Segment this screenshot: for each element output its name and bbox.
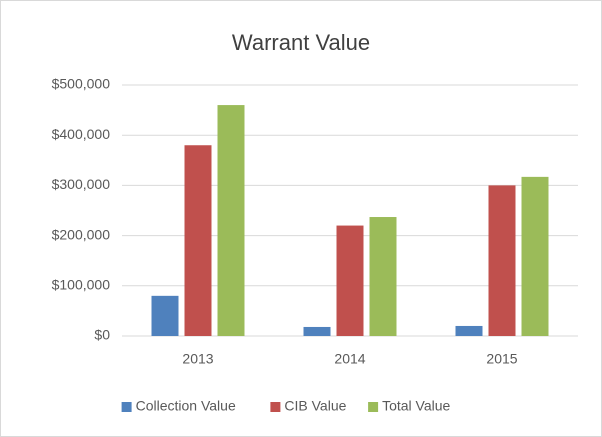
bar — [303, 326, 331, 336]
bar — [217, 105, 245, 336]
y-tick-label: $300,000 — [52, 176, 111, 192]
legend-swatch — [368, 402, 379, 412]
bar — [455, 325, 483, 336]
legend-swatch — [270, 402, 281, 412]
y-tick-label: $100,000 — [52, 277, 111, 293]
bar — [336, 225, 364, 336]
y-tick-label: $200,000 — [52, 226, 111, 242]
legend-label: CIB Value — [284, 398, 346, 414]
chart-title: Warrant Value — [232, 30, 370, 55]
legend-label: Total Value — [382, 398, 450, 414]
legend-swatch — [121, 402, 132, 412]
y-tick-label: $400,000 — [52, 126, 111, 142]
y-tick-label: $0 — [94, 327, 110, 343]
bar — [369, 217, 397, 336]
bar — [151, 295, 179, 336]
legend-label: Collection Value — [136, 398, 236, 414]
bar — [184, 145, 212, 336]
x-tick-label: 2013 — [182, 351, 213, 367]
x-tick-label: 2014 — [334, 351, 365, 367]
bar — [521, 176, 549, 336]
x-tick-label: 2015 — [486, 351, 517, 367]
y-tick-label: $500,000 — [52, 76, 111, 92]
bar — [488, 185, 516, 336]
